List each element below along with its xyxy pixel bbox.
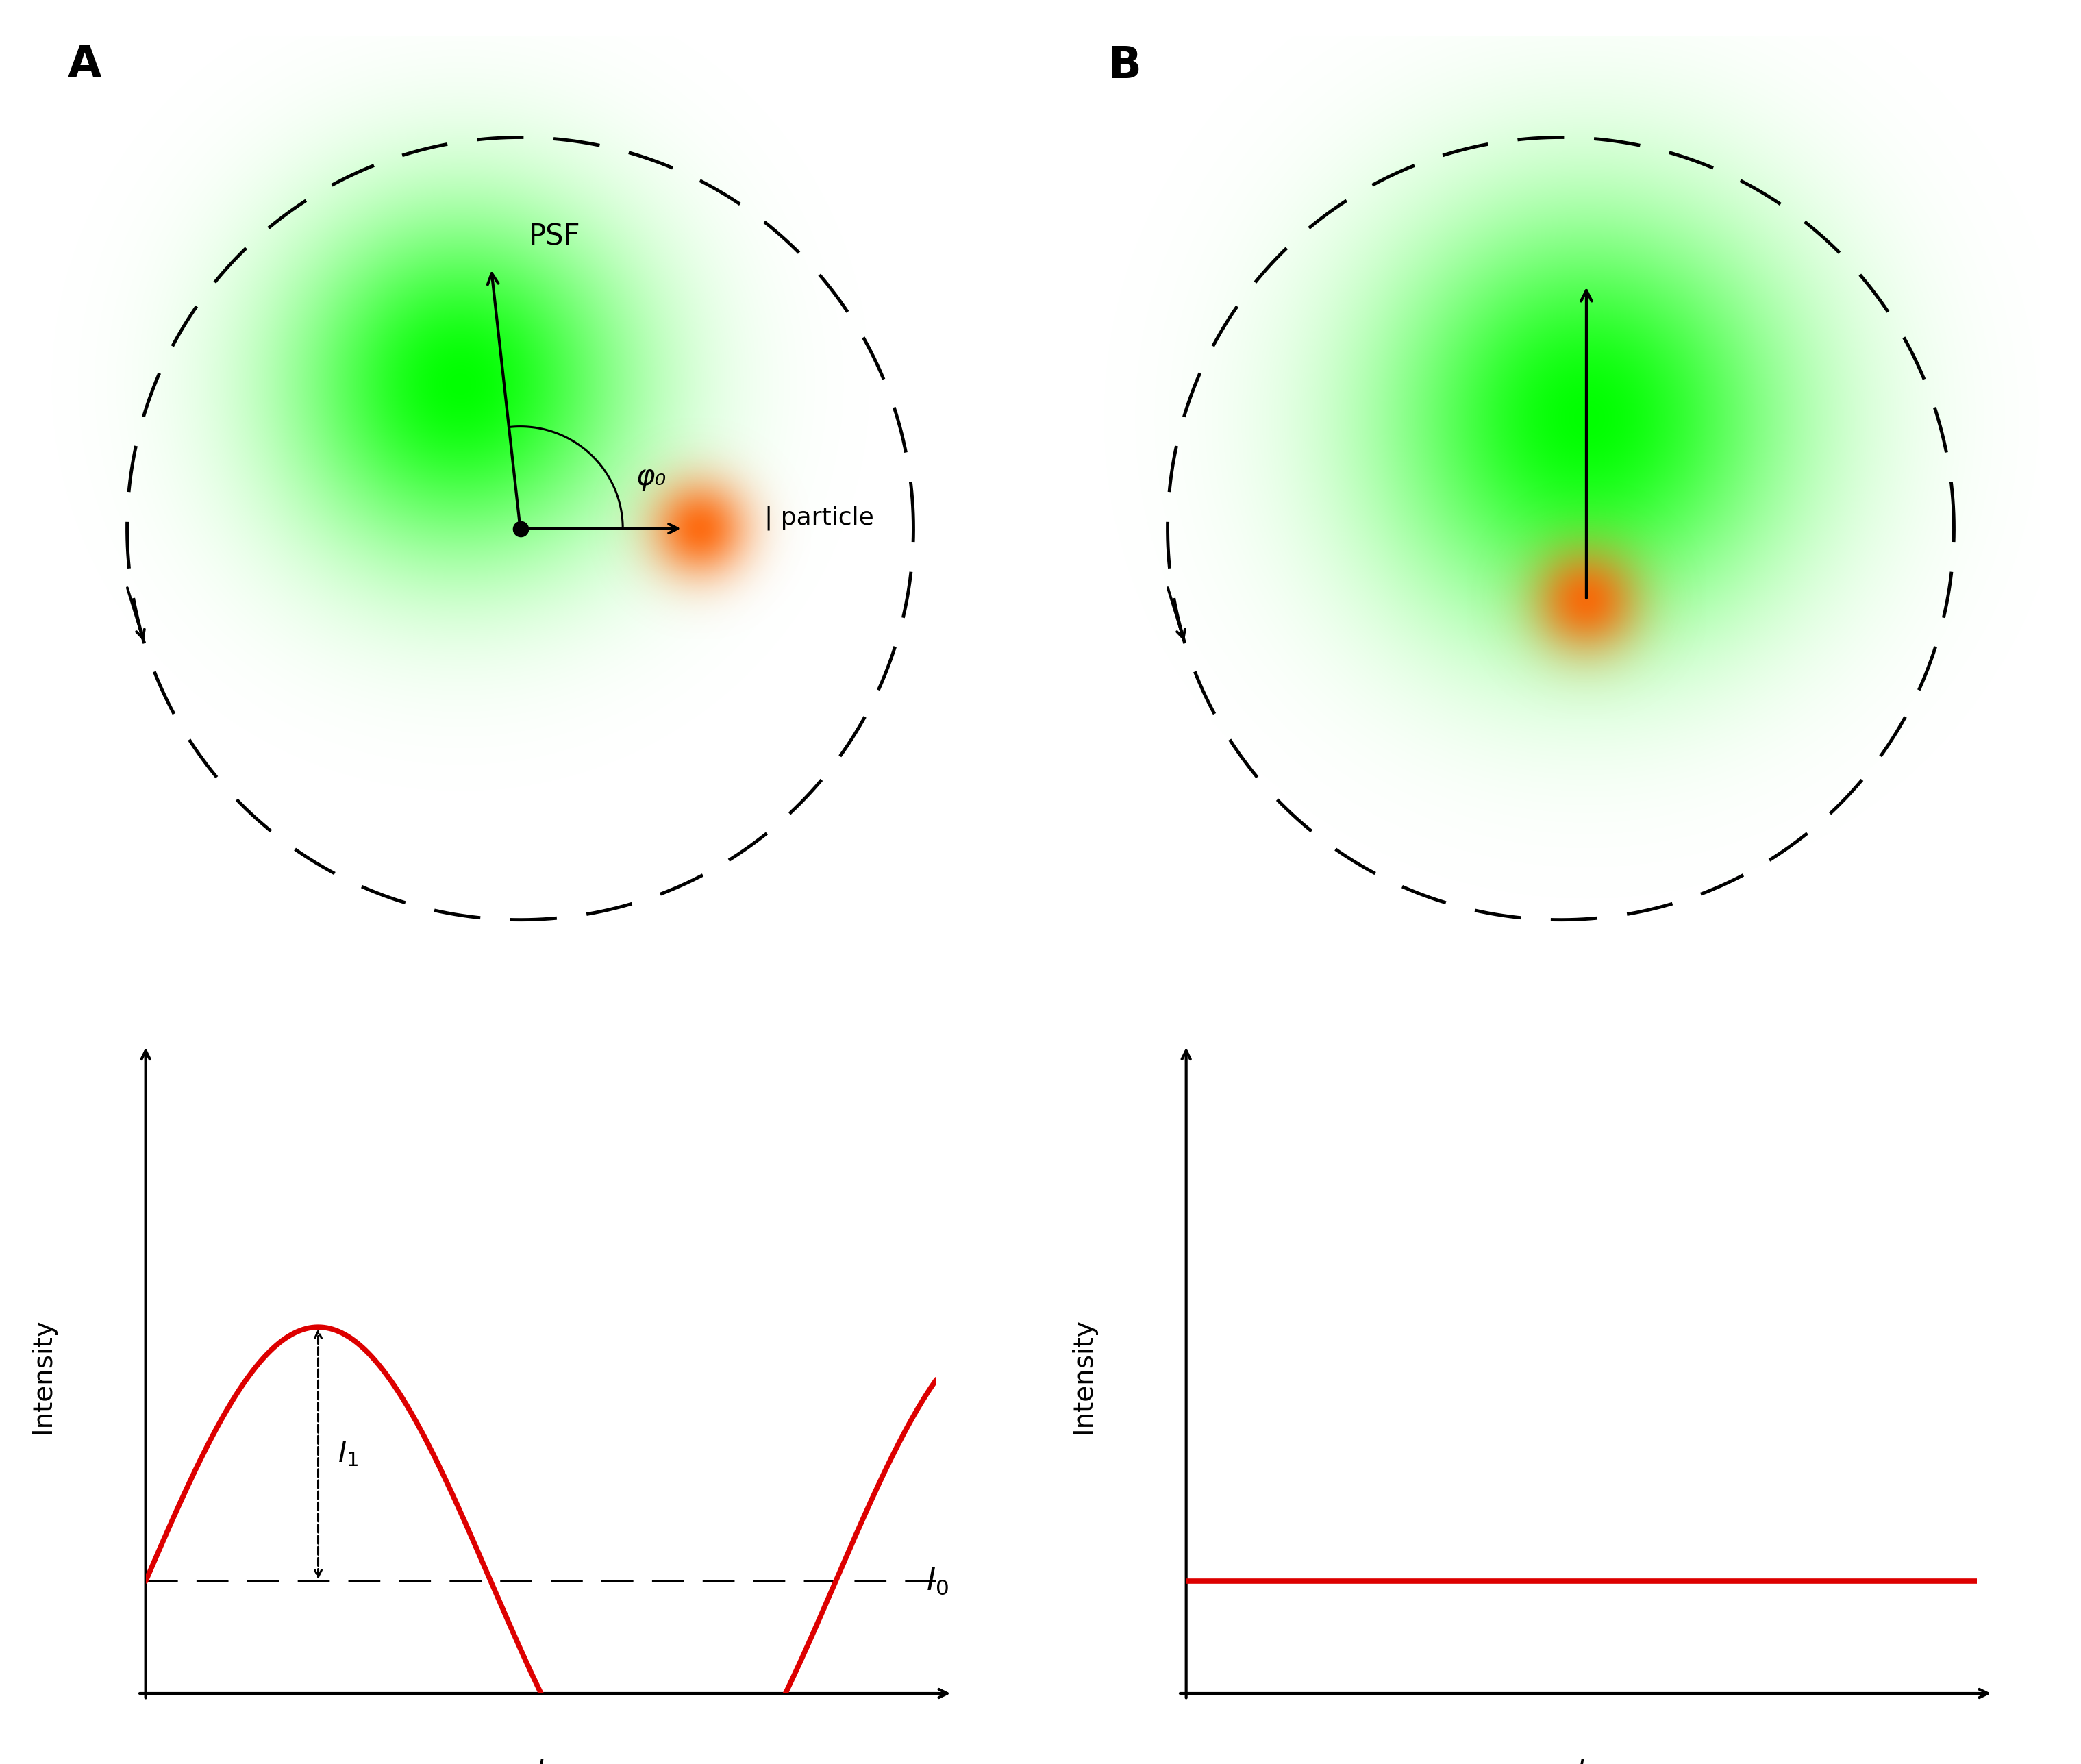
Text: Intensity: Intensity	[29, 1318, 56, 1434]
Text: $I_1$: $I_1$	[337, 1439, 358, 1468]
Text: φ₀: φ₀	[637, 462, 666, 490]
Text: | particle: | particle	[764, 506, 874, 531]
Text: A: A	[67, 44, 102, 86]
Text: t: t	[535, 1757, 547, 1764]
Text: $I_0$: $I_0$	[926, 1566, 949, 1596]
Text: PSF: PSF	[529, 222, 581, 250]
Text: Intensity: Intensity	[1070, 1318, 1097, 1434]
Text: t: t	[1575, 1757, 1588, 1764]
Text: B: B	[1107, 44, 1140, 86]
